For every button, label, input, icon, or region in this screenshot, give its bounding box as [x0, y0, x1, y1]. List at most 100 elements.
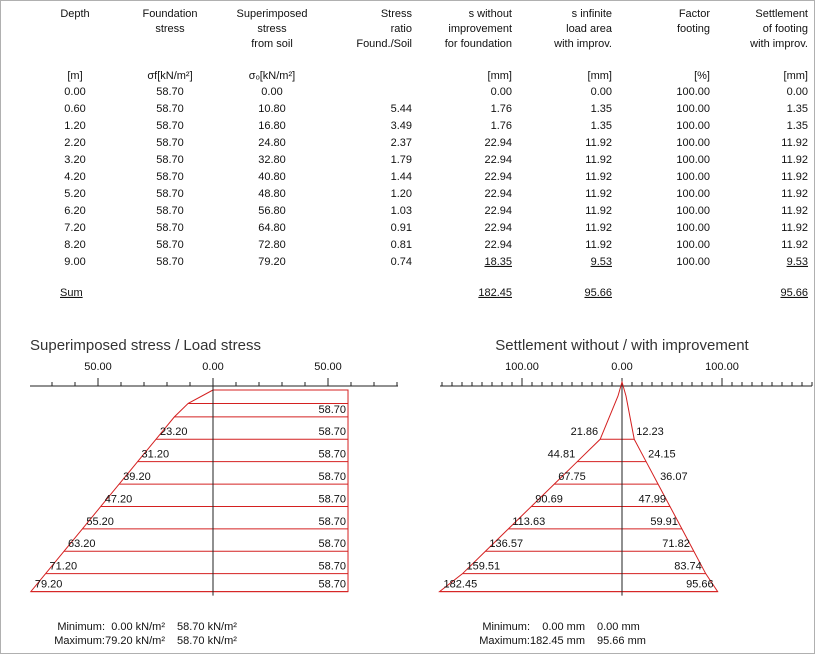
table-cell: 22.94 [484, 188, 512, 200]
table-cell: 11.92 [585, 188, 612, 200]
table-cell: 11.92 [585, 137, 612, 149]
table-cell: 100.00 [676, 222, 710, 234]
column-header: Factor [679, 8, 711, 20]
table-cell: 58.70 [156, 256, 184, 268]
table-cell: 0.00 [64, 86, 85, 98]
table-cell: 0.91 [391, 222, 412, 234]
stress-label: 55.20 [86, 516, 114, 528]
table-cell: 18.35 [484, 256, 512, 268]
table-cell: 3.20 [64, 154, 85, 166]
load-label: 58.70 [318, 471, 346, 483]
column-header: Foundation [142, 8, 197, 20]
table-cell: 1.44 [391, 171, 412, 183]
stat-label: Minimum: [57, 621, 105, 633]
table-cell: 11.92 [781, 154, 808, 166]
column-header: Settlement [755, 8, 808, 20]
table-cell: 11.92 [781, 205, 808, 217]
table-cell: 11.92 [781, 137, 808, 149]
table-cell: 58.70 [156, 205, 184, 217]
stat-value: 0.00 mm [597, 621, 640, 633]
table-cell: 79.20 [258, 256, 286, 268]
axis-tick-label: 0.00 [202, 361, 223, 373]
table-cell: 100.00 [676, 103, 710, 115]
settlement-label: 47.99 [638, 493, 666, 505]
table-cell: 100.00 [676, 205, 710, 217]
table-cell: 100.00 [676, 154, 710, 166]
column-header: Found./Soil [356, 38, 412, 50]
table-cell: 0.81 [391, 239, 412, 251]
table-cell: 3.49 [391, 120, 412, 132]
column-header: from soil [251, 38, 293, 50]
table-cell: 8.20 [64, 239, 85, 251]
load-label: 58.70 [318, 516, 346, 528]
table-cell: 1.35 [787, 120, 808, 132]
settlement-label: 182.45 [444, 579, 478, 591]
table-cell: 1.76 [491, 103, 512, 115]
axis-tick-label: 0.00 [611, 361, 632, 373]
settlement-label: 24.15 [648, 449, 676, 461]
settlement-label: 90.69 [535, 493, 563, 505]
stat-label: Minimum: [482, 621, 530, 633]
stress-label: 23.20 [160, 426, 188, 438]
sum-cell: 95.66 [584, 287, 612, 299]
table-cell: 9.53 [591, 256, 612, 268]
table-cell: 72.80 [258, 239, 286, 251]
column-header: stress [155, 23, 185, 35]
column-unit: [m] [67, 70, 82, 82]
stat-label: Maximum: [54, 635, 105, 647]
table-cell: 1.20 [391, 188, 412, 200]
stress-label: 79.20 [35, 579, 63, 591]
stress-label: 39.20 [123, 471, 151, 483]
table-cell: 58.70 [156, 120, 184, 132]
table-cell: 11.92 [781, 171, 808, 183]
sum-label: Sum [60, 287, 83, 299]
stat-value: 58.70 kN/m² [177, 635, 237, 647]
table-cell: 1.76 [491, 120, 512, 132]
table-cell: 2.37 [391, 137, 412, 149]
table-cell: 58.70 [156, 188, 184, 200]
settlement-label: 59.91 [650, 516, 678, 528]
column-header: with improv. [553, 38, 612, 50]
column-header: load area [566, 23, 613, 35]
table-cell: 11.92 [781, 239, 808, 251]
table-cell: 11.92 [781, 188, 808, 200]
diagram-title: Settlement without / with improvement [495, 337, 749, 354]
settlement-label: 136.57 [489, 538, 523, 550]
settlement-label: 21.86 [571, 426, 599, 438]
table-cell: 100.00 [676, 188, 710, 200]
table-cell: 7.20 [64, 222, 85, 234]
column-header: s without [469, 8, 512, 20]
table-cell: 11.92 [585, 205, 612, 217]
table-cell: 1.35 [591, 103, 612, 115]
table-cell: 1.79 [391, 154, 412, 166]
column-header: improvement [448, 23, 512, 35]
settlement-label: 44.81 [548, 449, 576, 461]
table-cell: 16.80 [258, 120, 286, 132]
stat-value: 0.00 mm [542, 621, 585, 633]
stress-label: 31.20 [142, 449, 170, 461]
table-cell: 0.60 [64, 103, 85, 115]
settlement-label: 83.74 [674, 561, 702, 573]
table-cell: 11.92 [585, 239, 612, 251]
table-cell: 11.92 [781, 222, 808, 234]
stress-label: 47.20 [105, 493, 133, 505]
stat-label: Maximum: [479, 635, 530, 647]
load-label: 58.70 [318, 561, 346, 573]
table-cell: 100.00 [676, 239, 710, 251]
table-cell: 40.80 [258, 171, 286, 183]
axis-tick-label: 50.00 [84, 361, 112, 373]
table-cell: 9.53 [787, 256, 808, 268]
table-cell: 9.00 [64, 256, 85, 268]
stat-value: 58.70 kN/m² [177, 621, 237, 633]
table-cell: 1.35 [591, 120, 612, 132]
column-header: Stress [381, 8, 413, 20]
load-label: 58.70 [318, 426, 346, 438]
settlement-label: 12.23 [636, 426, 664, 438]
table-cell: 0.00 [491, 86, 512, 98]
column-header: s infinite [572, 8, 612, 20]
axis-tick-label: 50.00 [314, 361, 342, 373]
table-cell: 100.00 [676, 86, 710, 98]
axis-tick-label: 100.00 [505, 361, 539, 373]
stat-value: 95.66 mm [597, 635, 646, 647]
